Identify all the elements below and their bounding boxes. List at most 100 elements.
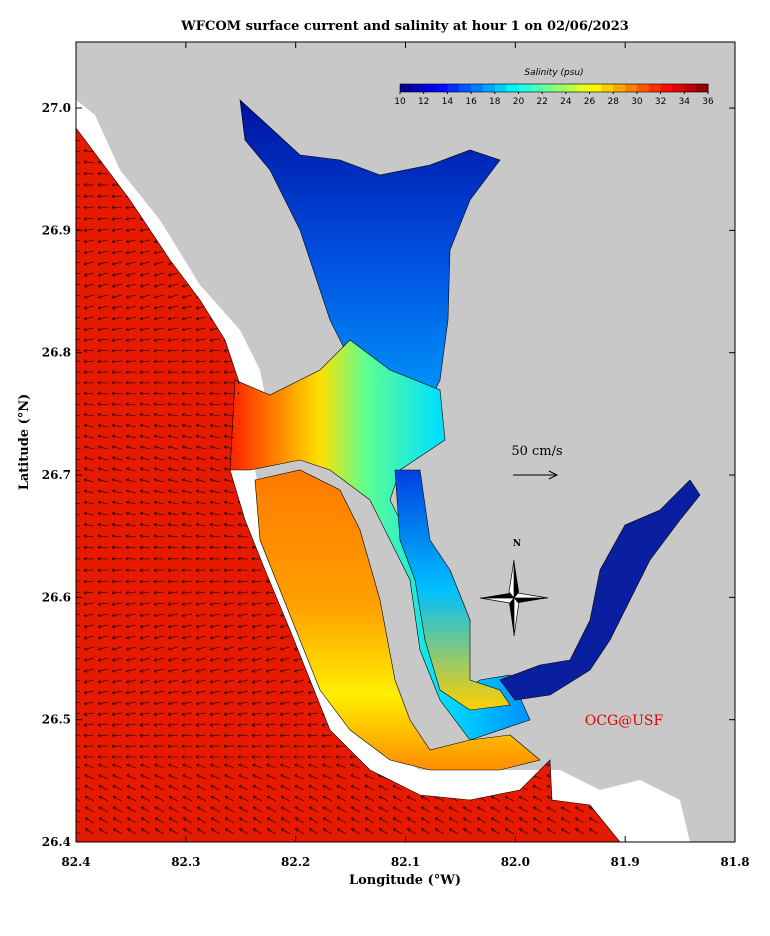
current-vector — [181, 391, 193, 396]
current-vector — [76, 327, 81, 332]
current-vector — [83, 602, 95, 606]
current-vector — [322, 817, 333, 824]
x-tick-label: 82.0 — [501, 855, 530, 869]
current-vector — [111, 613, 123, 618]
current-vector — [195, 545, 207, 550]
current-vector — [111, 272, 123, 277]
current-vector — [76, 228, 81, 232]
current-vector — [167, 478, 179, 483]
current-vector — [76, 445, 81, 450]
current-vector — [111, 679, 123, 684]
current-vector — [518, 806, 529, 813]
colorbar-tick-label: 24 — [560, 97, 572, 107]
current-vector — [154, 774, 165, 780]
current-vector — [181, 602, 193, 606]
current-vector — [209, 402, 221, 406]
current-vector — [76, 349, 81, 353]
current-vector — [111, 194, 123, 199]
current-vector — [280, 785, 291, 791]
current-vector — [125, 646, 137, 651]
current-vector — [223, 755, 235, 759]
current-vector — [76, 624, 81, 629]
colorbar-segment — [423, 84, 437, 92]
current-vector — [76, 359, 81, 364]
current-vector — [125, 755, 137, 759]
current-vector — [139, 413, 151, 417]
current-vector — [83, 228, 95, 232]
current-vector — [97, 423, 109, 428]
current-vector — [153, 349, 165, 353]
current-vector — [97, 434, 109, 439]
current-vector — [76, 679, 81, 684]
current-vector — [168, 795, 179, 802]
current-vector — [224, 817, 235, 824]
current-vector — [84, 763, 95, 769]
current-vector — [209, 434, 221, 439]
current-vector — [112, 774, 123, 780]
current-vector — [83, 217, 95, 221]
current-vector — [364, 817, 375, 824]
current-vector — [251, 755, 263, 759]
current-vector — [251, 568, 263, 572]
current-vector — [195, 646, 207, 651]
current-vector — [251, 679, 263, 684]
current-vector — [209, 579, 221, 584]
north-label: N — [513, 539, 521, 549]
current-vector — [476, 806, 487, 813]
current-vector — [83, 679, 95, 684]
current-vector — [76, 817, 81, 824]
current-vector — [223, 613, 235, 618]
current-vector — [167, 568, 179, 572]
current-vector — [153, 413, 165, 417]
x-tick-label: 82.3 — [171, 855, 200, 869]
current-vector — [195, 500, 207, 505]
current-vector — [182, 774, 193, 780]
colorbar-segment — [684, 84, 697, 92]
current-vector — [125, 602, 137, 606]
current-vector — [139, 679, 151, 684]
current-vector — [167, 646, 179, 651]
current-vector — [76, 456, 81, 461]
current-vector — [97, 755, 109, 759]
current-vector — [280, 774, 291, 780]
colorbar: Salinity (psu) 10 12 14 16 18 20 22 24 26 28 30 32 3… — [394, 68, 714, 107]
current-vector — [223, 545, 235, 550]
current-vector — [223, 381, 235, 385]
current-vector — [307, 701, 319, 706]
current-vector — [195, 635, 207, 640]
current-vector — [83, 712, 95, 716]
current-vector — [76, 217, 81, 221]
current-vector — [224, 774, 235, 780]
current-vector — [209, 556, 221, 561]
current-vector — [195, 445, 207, 450]
current-vector — [364, 806, 375, 813]
current-vector — [139, 500, 151, 505]
current-vector — [223, 445, 235, 450]
current-vector — [126, 806, 137, 813]
current-vector — [266, 763, 277, 769]
current-vector — [125, 305, 137, 310]
current-vector — [195, 381, 207, 385]
current-vector — [139, 602, 151, 606]
current-vector — [83, 500, 95, 505]
current-vector — [181, 624, 193, 629]
current-vector — [125, 489, 137, 494]
current-vector — [83, 723, 95, 727]
current-vector — [125, 744, 137, 749]
current-vector — [350, 774, 361, 780]
current-vector — [111, 511, 123, 516]
current-vector — [153, 679, 165, 684]
current-vector — [111, 205, 123, 210]
current-vector — [308, 785, 319, 791]
current-vector — [111, 413, 123, 417]
current-vector — [308, 817, 319, 824]
current-vector — [321, 733, 333, 738]
colorbar-tick-label: 14 — [442, 97, 454, 107]
current-vector — [153, 646, 165, 651]
current-vector — [139, 283, 151, 288]
current-vector — [195, 657, 207, 662]
current-vector — [490, 828, 501, 835]
current-vector — [76, 261, 81, 266]
current-vector — [167, 500, 179, 505]
